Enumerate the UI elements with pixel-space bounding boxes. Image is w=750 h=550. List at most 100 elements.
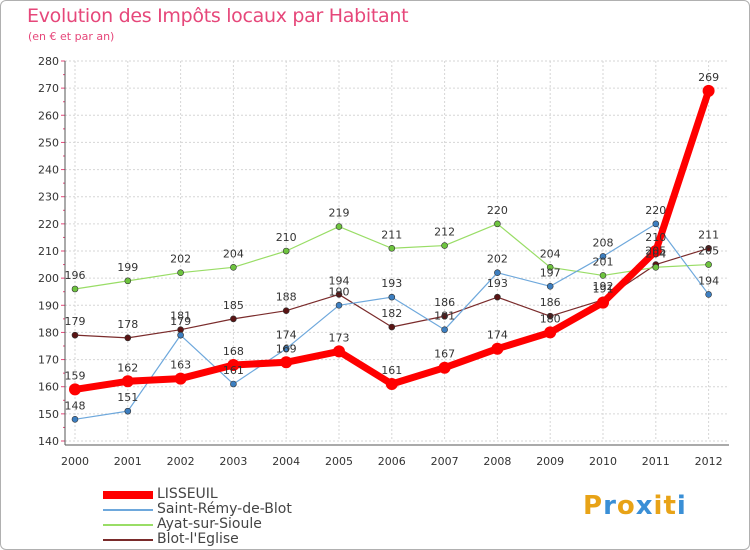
data-point-ayat-sur-sioule	[388, 244, 396, 252]
data-label-ayat-sur-sioule: 196	[65, 269, 86, 282]
data-label-lisseuil: 191	[593, 283, 614, 296]
legend-item: Saint-Rémy-de-Blot	[103, 502, 292, 517]
data-label-lisseuil: 173	[329, 331, 350, 344]
data-label-blot-l-eglise: 179	[65, 315, 86, 328]
data-point-ayat-sur-sioule	[124, 277, 132, 285]
data-label-ayat-sur-sioule: 202	[170, 253, 191, 266]
y-tick-label: 240	[38, 164, 59, 177]
data-label-ayat-sur-sioule: 219	[329, 207, 350, 220]
data-point-ayat-sur-sioule	[177, 269, 184, 277]
legend-item: Ayat-sur-Sioule	[103, 517, 292, 532]
data-label-saint-r-my-de-blot: 208	[593, 236, 614, 249]
data-point-blot-l-eglise	[388, 323, 396, 331]
data-label-blot-l-eglise: 192	[593, 280, 614, 293]
data-label-blot-l-eglise: 188	[276, 291, 297, 304]
data-point-saint-r-my-de-blot	[335, 301, 343, 309]
data-point-lisseuil	[544, 326, 557, 339]
data-point-lisseuil	[649, 245, 662, 257]
data-label-saint-r-my-de-blot: 193	[381, 277, 402, 290]
data-label-blot-l-eglise: 194	[329, 274, 350, 287]
data-point-blot-l-eglise	[282, 307, 290, 315]
data-label-saint-r-my-de-blot: 194	[698, 274, 719, 287]
data-point-ayat-sur-sioule	[335, 223, 343, 230]
data-point-saint-r-my-de-blot	[230, 380, 237, 388]
x-tick-label: 2006	[378, 455, 406, 468]
x-tick-label: 2000	[61, 455, 89, 468]
data-point-ayat-sur-sioule	[599, 272, 607, 279]
data-point-lisseuil	[702, 84, 715, 97]
legend-swatch	[103, 490, 153, 499]
data-point-blot-l-eglise	[124, 334, 132, 342]
x-tick-label: 2012	[695, 455, 723, 468]
data-label-blot-l-eglise: 205	[645, 245, 666, 258]
data-point-saint-r-my-de-blot	[705, 291, 712, 298]
y-tick-label: 200	[38, 272, 59, 285]
y-tick-label: 250	[38, 136, 59, 149]
data-point-saint-r-my-de-blot	[388, 293, 396, 301]
data-label-lisseuil: 159	[65, 369, 86, 382]
logo-letter: P	[583, 491, 604, 521]
y-tick-label: 160	[38, 381, 59, 394]
data-label-lisseuil: 180	[540, 312, 561, 325]
data-point-saint-r-my-de-blot	[652, 220, 660, 228]
data-label-blot-l-eglise: 182	[381, 307, 402, 320]
data-point-saint-r-my-de-blot	[124, 407, 132, 415]
data-point-saint-r-my-de-blot	[546, 282, 554, 290]
data-point-lisseuil	[438, 361, 451, 374]
data-point-saint-r-my-de-blot	[282, 345, 290, 353]
legend-label: LISSEUIL	[157, 486, 218, 502]
x-tick-label: 2011	[642, 455, 670, 468]
logo-letter: i	[653, 491, 664, 521]
data-label-saint-r-my-de-blot: 190	[329, 285, 350, 298]
data-point-lisseuil	[121, 375, 134, 388]
data-label-blot-l-eglise: 193	[487, 277, 508, 290]
x-tick-label: 2010	[589, 455, 617, 468]
y-tick-label: 170	[38, 354, 59, 367]
x-tick-label: 2002	[167, 455, 195, 468]
legend-label: Saint-Rémy-de-Blot	[157, 501, 292, 517]
x-tick-label: 2005	[325, 455, 353, 468]
data-label-blot-l-eglise: 178	[117, 318, 138, 331]
y-tick-label: 220	[38, 218, 59, 231]
chart-subtitle: (en € et par an)	[28, 30, 115, 43]
data-label-blot-l-eglise: 185	[223, 299, 244, 312]
logo-letter: x	[635, 491, 654, 521]
legend-item: LISSEUIL	[103, 487, 292, 502]
data-label-saint-r-my-de-blot: 151	[117, 391, 138, 404]
data-label-saint-r-my-de-blot: 174	[276, 329, 297, 342]
chart-legend: LISSEUIL Saint-Rémy-de-Blot Ayat-sur-Sioul…	[103, 487, 292, 547]
legend-label: Ayat-sur-Sioule	[157, 516, 262, 532]
data-point-ayat-sur-sioule	[230, 263, 237, 271]
data-point-ayat-sur-sioule	[546, 263, 554, 271]
data-point-ayat-sur-sioule	[71, 285, 79, 293]
data-label-ayat-sur-sioule: 212	[434, 226, 455, 239]
y-tick-label: 210	[38, 245, 59, 258]
data-label-blot-l-eglise: 186	[540, 296, 561, 309]
data-label-saint-r-my-de-blot: 181	[434, 310, 455, 323]
data-label-ayat-sur-sioule: 204	[540, 247, 561, 260]
x-tick-label: 2009	[536, 455, 564, 468]
data-label-lisseuil: 169	[276, 342, 297, 355]
data-point-lisseuil	[280, 356, 293, 369]
data-point-ayat-sur-sioule	[652, 263, 660, 271]
data-label-ayat-sur-sioule: 205	[698, 245, 719, 258]
data-point-lisseuil	[333, 345, 345, 358]
data-label-lisseuil: 163	[170, 359, 191, 372]
logo-letter: o	[616, 491, 636, 521]
data-point-blot-l-eglise	[230, 315, 237, 323]
x-tick-label: 2007	[431, 455, 459, 468]
data-point-lisseuil	[385, 378, 398, 390]
x-tick-label: 2001	[114, 455, 142, 468]
legend-swatch	[103, 523, 153, 526]
legend-item: Blot-l'Eglise	[103, 532, 292, 547]
data-label-ayat-sur-sioule: 204	[223, 247, 244, 260]
logo-letter: r	[603, 491, 617, 521]
data-point-blot-l-eglise	[705, 244, 712, 252]
y-tick-label: 150	[38, 408, 59, 421]
x-tick-label: 2004	[272, 455, 300, 468]
logo-letter: i	[676, 491, 687, 521]
data-label-saint-r-my-de-blot: 179	[170, 315, 191, 328]
data-label-saint-r-my-de-blot: 220	[645, 204, 666, 217]
data-point-lisseuil	[597, 296, 609, 309]
